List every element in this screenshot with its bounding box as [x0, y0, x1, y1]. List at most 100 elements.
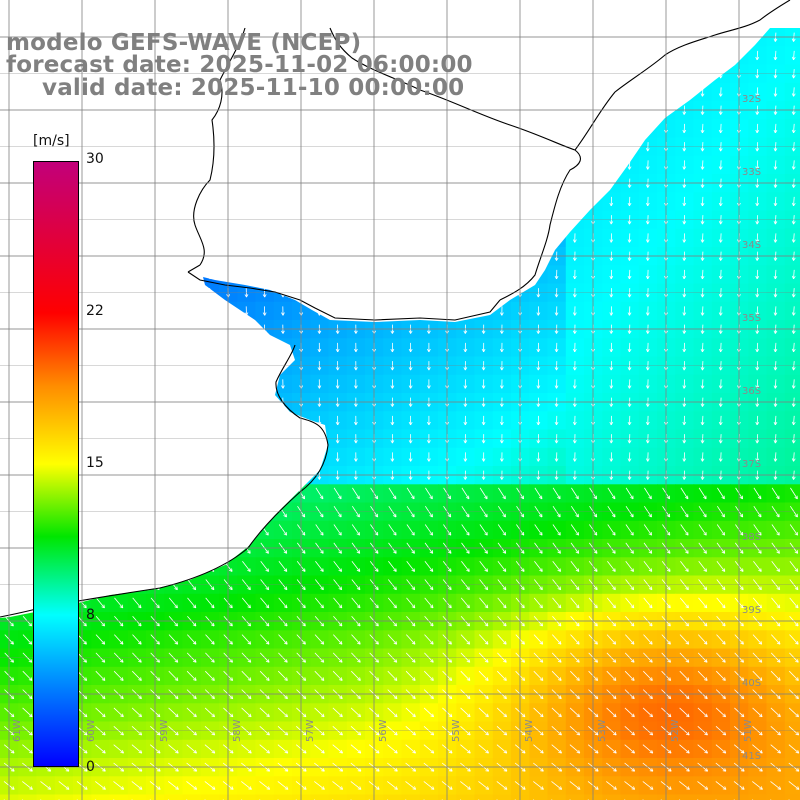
wind-arrow	[317, 379, 322, 389]
wind-arrow	[716, 634, 726, 645]
wind-arrow	[479, 634, 489, 645]
lon-label: 55W	[451, 719, 462, 742]
wind-arrow	[460, 744, 471, 754]
wind-arrow	[387, 744, 398, 754]
wind-arrow	[771, 524, 780, 536]
wind-arrow	[277, 707, 288, 718]
wind-arrow	[645, 269, 650, 280]
wind-arrow	[607, 560, 616, 572]
wind-arrow	[278, 524, 287, 536]
wind-arrow	[788, 781, 800, 790]
wind-arrow	[791, 50, 796, 61]
wind-arrow	[645, 160, 650, 170]
wind-arrow	[499, 415, 504, 426]
wind-arrow	[479, 524, 488, 536]
wind-arrow	[700, 452, 705, 462]
lon-label: 58W	[232, 719, 243, 742]
wind-arrow	[625, 634, 635, 645]
wind-arrow	[354, 415, 358, 426]
wind-arrow	[697, 670, 708, 681]
wind-arrow	[460, 707, 471, 718]
wind-arrow	[679, 707, 690, 718]
wind-arrow	[679, 744, 690, 754]
wind-arrow	[752, 707, 763, 718]
wind-arrow	[755, 87, 760, 97]
wind-arrow	[497, 597, 507, 609]
wind-arrow	[682, 379, 687, 389]
forecast-date: forecast date: 2025-11-02 06:00:00	[6, 52, 473, 78]
wind-arrow	[278, 634, 288, 645]
wind-arrow	[424, 560, 434, 572]
wind-arrow	[388, 487, 397, 500]
wind-arrow	[533, 781, 544, 790]
lat-label: 35S	[742, 313, 762, 324]
land-mass	[0, 0, 800, 618]
coastline	[0, 0, 791, 618]
wind-arrow	[332, 707, 343, 718]
wind-arrow	[771, 560, 780, 572]
wind-arrow	[388, 560, 397, 572]
wind-arrow	[791, 415, 796, 426]
lon-label: 53W	[597, 719, 608, 742]
wind-arrow	[460, 597, 470, 609]
wind-arrow	[554, 452, 559, 462]
wind-arrow	[463, 379, 468, 389]
wind-arrow	[698, 560, 707, 572]
wind-arrow	[755, 342, 760, 353]
wind-arrow	[534, 524, 543, 536]
wind-arrow	[755, 123, 760, 134]
wind-arrow	[205, 670, 215, 681]
wind-arrow	[426, 379, 431, 389]
wind-arrow	[625, 560, 634, 572]
wind-arrow	[755, 160, 760, 170]
wind-arrow	[350, 707, 361, 718]
wind-arrow	[314, 597, 324, 609]
wind-arrow	[572, 415, 577, 426]
wind-arrow	[423, 744, 435, 754]
wind-arrow	[624, 707, 635, 718]
wind-arrow	[645, 379, 650, 389]
wind-arrow	[497, 634, 507, 645]
wind-arrow	[533, 597, 543, 609]
wind-arrow	[317, 342, 322, 353]
wind-arrow	[773, 196, 778, 207]
wind-arrow	[332, 781, 344, 790]
wind-arrow	[606, 670, 617, 681]
lat-label: 37S	[742, 459, 762, 470]
wind-arrow	[570, 597, 580, 609]
wind-arrow	[461, 560, 470, 572]
wind-arrow	[351, 670, 361, 681]
wind-arrow	[351, 597, 361, 609]
wind-arrow	[569, 744, 581, 754]
colorbar-tick-8: 8	[86, 607, 95, 623]
wind-arrow	[755, 196, 760, 207]
wind-arrow	[132, 670, 142, 681]
wind-arrow	[755, 50, 760, 61]
wind-arrow	[679, 781, 690, 790]
wind-arrow	[536, 379, 541, 389]
wind-arrow	[716, 597, 726, 609]
wind-arrow	[113, 670, 124, 681]
wind-arrow	[698, 487, 707, 500]
lon-label: 54W	[524, 719, 535, 742]
wind-arrow	[645, 233, 650, 243]
wind-arrow	[332, 670, 343, 681]
wind-arrow	[645, 306, 650, 316]
wind-arrow	[536, 452, 541, 462]
wind-arrow	[387, 781, 398, 790]
wind-arrow	[682, 342, 687, 353]
wind-arrow	[95, 670, 106, 681]
wind-arrow	[791, 452, 796, 462]
wind-arrow	[609, 196, 614, 207]
wind-arrow	[643, 524, 652, 536]
wind-arrow	[131, 781, 143, 790]
wind-arrow	[260, 560, 269, 572]
wind-arrow	[755, 269, 760, 280]
wind-arrow	[22, 744, 33, 754]
wind-arrow	[700, 233, 705, 243]
wind-arrow	[406, 560, 415, 572]
wind-arrow	[333, 634, 343, 645]
lat-label: 41S	[742, 751, 762, 762]
wind-arrow	[682, 123, 687, 134]
wind-arrow	[643, 560, 653, 572]
